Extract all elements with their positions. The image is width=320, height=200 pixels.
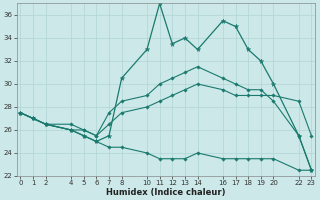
X-axis label: Humidex (Indice chaleur): Humidex (Indice chaleur) — [106, 188, 226, 197]
